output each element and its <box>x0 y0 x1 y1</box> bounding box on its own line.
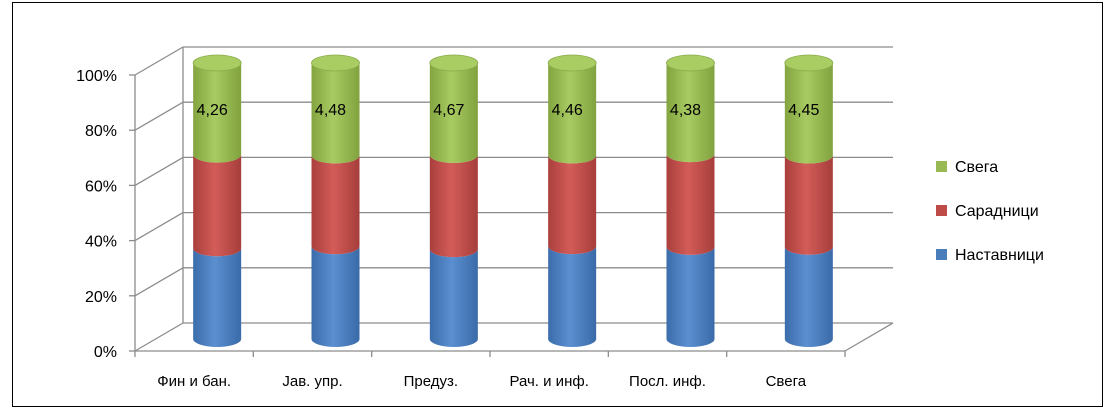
bar-segment <box>429 63 478 163</box>
y-tick-label: 20% <box>85 289 117 306</box>
bar-segment <box>311 63 360 164</box>
data-label: 4,26 <box>197 102 228 119</box>
side-gridline <box>134 101 184 131</box>
bar-segment <box>784 155 833 255</box>
bar-segment <box>784 63 833 164</box>
bar-top <box>192 54 242 72</box>
y-tick-label: 0% <box>94 344 117 361</box>
side-gridline <box>134 267 184 297</box>
side-gridline <box>134 156 184 186</box>
bar-segment <box>429 155 478 258</box>
x-tick-label: Свега <box>766 373 807 390</box>
side-gridline <box>134 322 184 352</box>
bar-top <box>547 54 597 72</box>
data-label: 4,46 <box>552 102 583 119</box>
bar-top <box>429 54 479 72</box>
bar-segment <box>666 63 715 163</box>
data-label: 4,45 <box>788 102 819 119</box>
data-label: 4,67 <box>433 102 464 119</box>
stacked-cylinder-chart: 0% 20% 40% 60% 80% 100% 4,26 Фин и бан. 4,48 Јав… <box>76 46 1044 390</box>
bar-top <box>666 54 715 72</box>
bar-segment <box>429 249 478 347</box>
bar-top <box>784 54 834 72</box>
bar-top <box>311 54 360 72</box>
legend-label: Свега <box>955 159 998 176</box>
data-label: 4,48 <box>315 102 346 119</box>
legend-label: Наставници <box>955 247 1044 264</box>
bar-segment <box>548 246 597 347</box>
bar-stack <box>666 54 715 347</box>
y-tick-label: 40% <box>85 234 117 251</box>
bar-segment <box>666 154 715 255</box>
bar-stack <box>784 54 834 347</box>
side-gridline <box>134 212 184 242</box>
bar-stack <box>192 54 242 347</box>
legend-swatch <box>936 205 947 216</box>
x-tick-label: Јав. упр. <box>282 373 342 390</box>
bar-segment <box>193 248 242 347</box>
bar-segment <box>784 246 833 347</box>
legend-swatch <box>936 161 947 172</box>
legend-swatch <box>936 249 947 260</box>
bar-stack <box>429 54 479 347</box>
y-tick-label: 80% <box>85 123 117 140</box>
x-tick-label: Предуз. <box>404 373 458 390</box>
bar-stack <box>311 54 360 347</box>
bar-stack <box>547 54 597 347</box>
x-tick-label: Рач. и инф. <box>509 373 588 390</box>
bar-segment <box>666 246 715 347</box>
floor-edge <box>844 322 894 352</box>
x-tick-label: Фин и бан. <box>157 373 231 390</box>
bar-segment <box>548 63 597 164</box>
data-label: 4,38 <box>670 102 701 119</box>
side-gridline <box>134 46 184 76</box>
x-tick-label: Посл. инф. <box>629 373 706 390</box>
bar-segment <box>193 63 242 163</box>
chart-frame: 0% 20% 40% 60% 80% 100% 4,26 Фин и бан. 4,48 Јав… <box>12 2 1103 407</box>
bar-segment <box>193 154 242 257</box>
y-tick-label: 100% <box>76 68 117 85</box>
y-tick-label: 60% <box>85 178 117 195</box>
bar-segment <box>548 155 597 255</box>
bar-segment <box>311 155 360 255</box>
bar-segment <box>311 246 360 347</box>
legend-label: Сарадници <box>955 203 1039 220</box>
